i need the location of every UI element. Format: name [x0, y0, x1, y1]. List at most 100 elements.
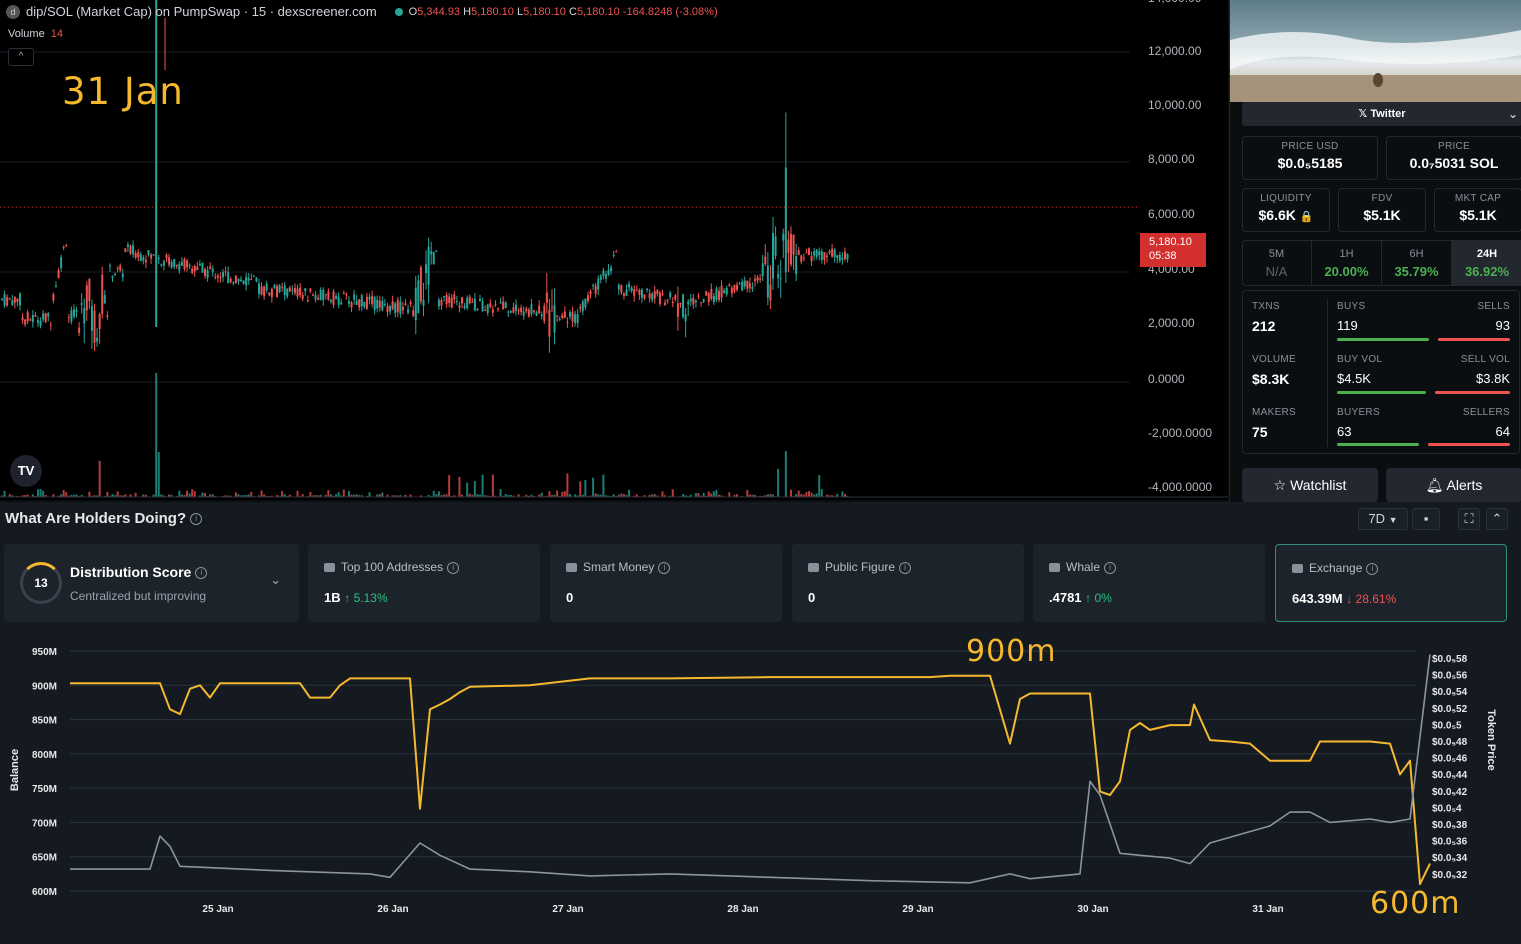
candle-body [784, 167, 787, 272]
candle-body [319, 289, 322, 300]
candle-body [201, 262, 204, 273]
volume-bar [399, 495, 402, 497]
candle-body [288, 287, 291, 292]
volume-bar [111, 494, 114, 497]
twitter-link[interactable]: 𝕏 Twitter ⌄ [1242, 102, 1521, 126]
volume-bar [314, 495, 317, 497]
price-chart-canvas[interactable]: 14,000.00 12,000.00 10,000.00 8,000.00 6,000… [0, 0, 1228, 500]
holders-balance-chart[interactable]: 950M 900M 850M 800M 750M 700M 650M 600M $0.0₅58 $… [0, 630, 1521, 944]
volume-bar [561, 491, 564, 497]
live-status-icon [394, 7, 403, 16]
chevron-down-icon[interactable]: ⌄ [1507, 107, 1518, 121]
volume-bar [481, 474, 484, 497]
candle-body [818, 251, 821, 256]
candle-body [144, 260, 147, 263]
info-icon[interactable]: i [658, 561, 671, 574]
volume-bar [491, 474, 494, 497]
exchange-card[interactable]: Exchange i 643.39M ↓ 28.61% [1275, 544, 1507, 622]
volume-bar [93, 495, 96, 497]
volume-bar [170, 494, 173, 497]
candle-body [566, 321, 569, 323]
alerts-button[interactable]: 🔔︎ Alerts [1386, 468, 1521, 502]
collapse-indicators-button[interactable]: ^ [8, 48, 34, 66]
volume-bar [214, 495, 217, 497]
candle-body [630, 287, 633, 292]
candle-body [121, 273, 124, 278]
tab-6h[interactable]: 6H 35.79% [1382, 240, 1452, 286]
volume-bar [347, 490, 350, 497]
candle-body [841, 257, 844, 261]
candle-body [748, 283, 751, 288]
volume-bar [538, 494, 541, 497]
volume-bar [88, 491, 91, 497]
transaction-stats: TXNS 212 BUYS 119 SELLS 93 VOLUME $8.3K … [1242, 290, 1520, 454]
volume-bar [26, 494, 29, 497]
chevron-down-icon[interactable]: ⌄ [270, 572, 281, 587]
volume-bar [494, 495, 497, 497]
volume-bar [648, 494, 651, 497]
x-axis-tick: 26 Jan [377, 904, 408, 915]
whale-card[interactable]: Whale i .4781 ↑ 0% [1033, 544, 1265, 622]
candle-body [396, 299, 399, 312]
info-icon[interactable]: i [195, 567, 208, 580]
volume-value: $8.3K [1252, 371, 1290, 387]
volume-bar [635, 494, 638, 497]
chevron-up-icon[interactable]: ⌃ [1486, 508, 1508, 530]
buyers-bar [1337, 443, 1419, 446]
whale-icon [1049, 563, 1060, 573]
volume-bar [599, 494, 602, 497]
tab-5m[interactable]: 5M N/A [1242, 240, 1312, 286]
candle-body [576, 314, 579, 323]
candle-body [42, 313, 45, 320]
volume-bar [689, 494, 692, 497]
candle-body [273, 285, 276, 289]
smart-money-card[interactable]: Smart Money i 0 [550, 544, 782, 622]
candle-body [399, 301, 402, 314]
volume-bar [509, 495, 512, 497]
candle-body [60, 257, 63, 269]
info-icon[interactable]: i [447, 561, 460, 574]
volume-bar [476, 494, 479, 497]
period-select[interactable]: 7D ▼ [1358, 508, 1408, 530]
tab-1h[interactable]: 1H 20.00% [1312, 240, 1382, 286]
public-figure-card[interactable]: Public Figure i 0 [792, 544, 1024, 622]
info-icon[interactable]: i [1104, 561, 1117, 574]
caret-down-icon: ▼ [1388, 515, 1398, 525]
volume-bar [319, 494, 322, 497]
candle-body [509, 311, 512, 313]
candle-body [653, 291, 656, 299]
volume-bar [682, 494, 685, 497]
tradingview-logo[interactable]: TV [10, 455, 42, 487]
info-icon[interactable]: i [899, 561, 912, 574]
distribution-score-card[interactable]: 13 Distribution Score i Centralized but i… [4, 544, 299, 622]
info-icon[interactable]: i [190, 513, 203, 526]
volume-bar [720, 495, 723, 497]
candle-body [401, 306, 404, 311]
volume-bar [427, 494, 430, 497]
volume-bar [710, 493, 713, 497]
fullscreen-icon[interactable]: ⛶ [1458, 508, 1480, 530]
candle-body [142, 257, 145, 261]
volume-bar [815, 493, 818, 497]
candle-body [571, 311, 574, 322]
top-100-addresses-card[interactable]: Top 100 Addresses i 1B ↑ 5.13% [308, 544, 540, 622]
candle-body [502, 301, 505, 310]
volume-bar [335, 494, 338, 497]
price-chart[interactable]: 14,000.00 12,000.00 10,000.00 8,000.00 6,000… [0, 0, 1228, 500]
volume-bar [198, 495, 201, 497]
candle-body [764, 256, 767, 265]
tab-24h[interactable]: 24H 36.92% [1452, 240, 1521, 286]
candle-body [556, 315, 559, 317]
volume-bar [24, 495, 27, 497]
price-axis-tick: 8,000.00 [1148, 152, 1195, 166]
watchlist-button[interactable]: ☆ Watchlist [1242, 468, 1378, 502]
candle-body [646, 288, 649, 290]
camera-icon[interactable]: ▪ [1412, 508, 1440, 530]
candle-body [658, 292, 661, 304]
candle-body [407, 309, 410, 313]
volume-bar [34, 495, 37, 497]
info-icon[interactable]: i [1366, 562, 1379, 575]
volume-bar [360, 495, 363, 497]
volume-bar [52, 494, 55, 497]
volume-bar [278, 495, 281, 497]
